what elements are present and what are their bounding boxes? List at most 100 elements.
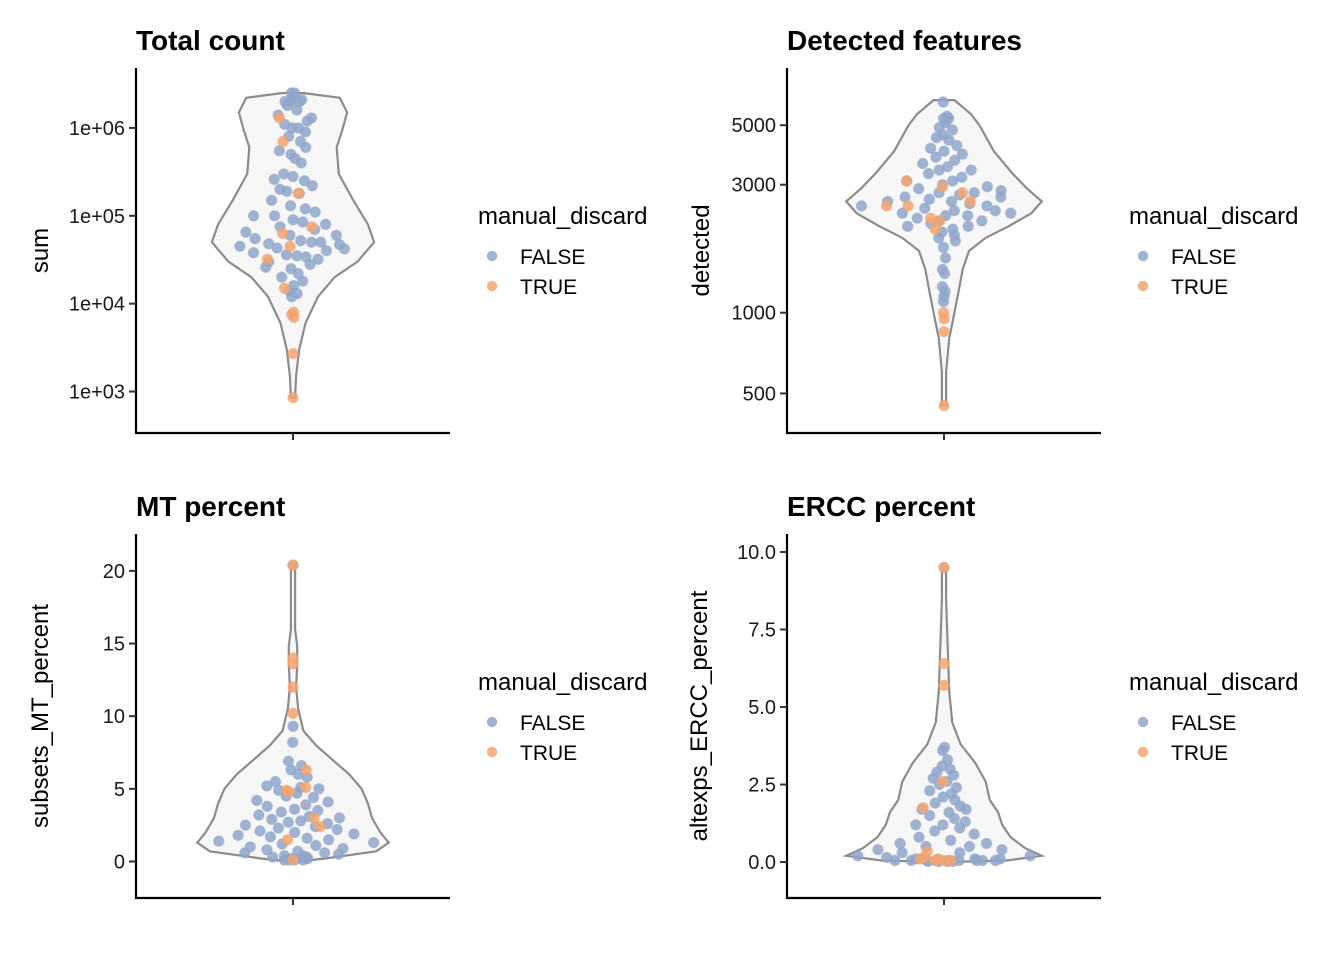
point-false — [956, 148, 969, 160]
point-false — [924, 809, 936, 822]
y-tick-label: 1e+05 — [69, 206, 125, 228]
point-true — [287, 658, 299, 670]
legend-key-true — [486, 746, 498, 758]
point-false — [929, 825, 941, 837]
panel-4: ERCC percent 0.0 2.5 5.0 7.5 10.0 altexps_ERCC… — [686, 491, 1298, 905]
y-tick-label: 0 — [114, 851, 125, 873]
point-false — [295, 157, 307, 169]
panel-title: Total count — [136, 25, 285, 56]
point-true — [938, 657, 950, 670]
point-true — [277, 135, 289, 148]
point-false — [930, 131, 943, 144]
point-false — [287, 170, 299, 183]
point-false — [913, 183, 925, 195]
point-true — [276, 227, 289, 240]
legend-label: TRUE — [1171, 742, 1228, 765]
point-false — [954, 822, 966, 834]
point-false — [272, 822, 285, 834]
legend-title: manual_discard — [1129, 669, 1298, 696]
point-false — [368, 836, 380, 849]
legend-title: manual_discard — [478, 203, 647, 230]
point-false — [300, 799, 312, 811]
point-false — [301, 115, 313, 127]
point-false — [980, 837, 993, 850]
point-false — [976, 215, 988, 227]
point-false — [247, 210, 260, 222]
y-tick-label: 2.5 — [748, 775, 776, 797]
point-false — [301, 832, 313, 844]
legend-label: TRUE — [520, 742, 577, 765]
point-false — [949, 235, 962, 247]
y-axis-title: sum — [27, 228, 54, 273]
point-false — [933, 164, 945, 176]
point-false — [322, 796, 334, 808]
point-false — [963, 840, 976, 853]
point-true — [287, 559, 299, 571]
point-true — [287, 681, 299, 693]
point-false — [965, 164, 977, 176]
point-false — [213, 835, 225, 847]
point-true — [261, 253, 273, 265]
legend-label: TRUE — [520, 276, 577, 299]
panel-title: MT percent — [136, 491, 285, 522]
y-tick-label: 15 — [103, 634, 125, 656]
point-false — [913, 831, 925, 843]
point-false — [289, 826, 301, 839]
point-false — [938, 267, 951, 280]
point-false — [276, 271, 288, 283]
y-tick-label: 5 — [114, 779, 125, 801]
point-false — [313, 783, 325, 795]
point-false — [268, 210, 281, 222]
point-false — [315, 236, 327, 248]
legend-item-false: FALSE — [1137, 712, 1236, 735]
point-false — [937, 241, 950, 254]
point-true — [964, 195, 976, 208]
point-false — [247, 247, 260, 259]
point-false — [962, 220, 974, 233]
point-false — [976, 854, 989, 867]
point-false — [948, 812, 961, 825]
point-true — [314, 820, 326, 833]
legend-key-true — [1137, 280, 1149, 292]
point-false — [291, 104, 303, 116]
point-true — [938, 400, 950, 412]
point-true — [288, 311, 300, 323]
violin-shape — [842, 566, 1046, 864]
point-false — [288, 803, 301, 815]
point-false — [902, 220, 914, 233]
point-false — [930, 151, 942, 163]
point-true — [300, 764, 312, 776]
y-tick-label: 20 — [103, 561, 125, 583]
point-false — [318, 847, 331, 859]
point-false — [949, 154, 961, 167]
point-false — [937, 96, 949, 108]
legend: manual_discard FALSE TRUE — [1129, 669, 1298, 765]
y-tick-label: 3000 — [732, 175, 777, 197]
point-false — [261, 780, 273, 792]
legend-label: FALSE — [1171, 712, 1236, 735]
point-false — [989, 205, 1001, 217]
point-false — [852, 850, 864, 862]
data-points — [852, 561, 1037, 868]
point-false — [962, 210, 974, 222]
point-false — [284, 200, 297, 212]
point-true — [936, 181, 949, 193]
y-tick-label: 500 — [743, 383, 776, 405]
point-false — [275, 806, 287, 818]
point-false — [338, 243, 351, 255]
point-false — [911, 212, 923, 224]
point-false — [323, 834, 335, 846]
point-true — [938, 561, 950, 574]
panel-3: MT percent 0 5 10 15 20 subsets_MT_percent manu… — [27, 491, 647, 905]
point-false — [281, 99, 294, 112]
point-true — [287, 347, 299, 360]
point-false — [265, 194, 278, 207]
point-false — [872, 843, 884, 856]
legend-item-false: FALSE — [486, 246, 585, 269]
point-false — [948, 205, 960, 217]
legend: manual_discard FALSE TRUE — [478, 669, 647, 765]
y-tick-label: 1000 — [732, 303, 777, 325]
point-false — [268, 173, 280, 186]
point-false — [855, 200, 868, 212]
